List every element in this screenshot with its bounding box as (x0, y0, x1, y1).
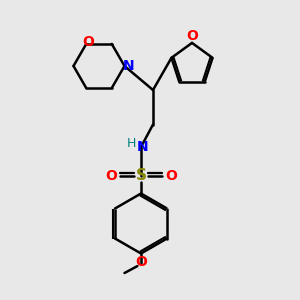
Text: O: O (82, 35, 94, 50)
Text: H: H (127, 137, 136, 150)
Text: O: O (186, 29, 198, 43)
Text: N: N (123, 59, 135, 73)
Text: O: O (135, 256, 147, 269)
Text: O: O (105, 169, 117, 182)
Text: N: N (137, 140, 148, 154)
Text: O: O (165, 169, 177, 182)
Text: S: S (136, 168, 146, 183)
